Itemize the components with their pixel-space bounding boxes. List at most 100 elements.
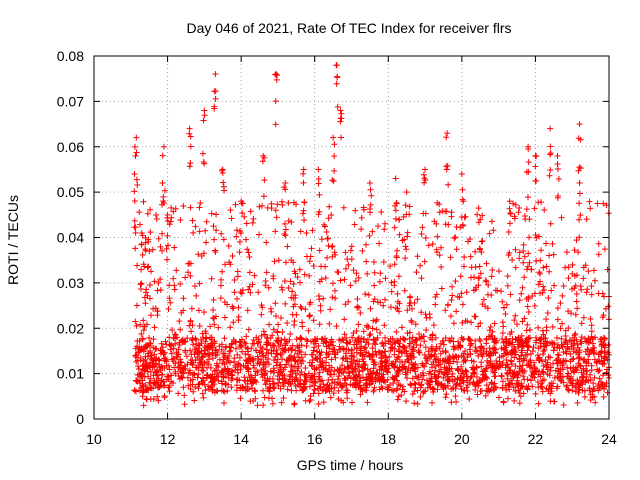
- data-point: [502, 336, 509, 343]
- data-point: [377, 363, 384, 370]
- data-point: [392, 207, 399, 214]
- data-point: [179, 366, 186, 373]
- data-point: [499, 362, 506, 369]
- data-point: [349, 334, 356, 341]
- data-point: [202, 351, 209, 358]
- data-point: [360, 382, 367, 389]
- data-point: [324, 254, 331, 261]
- data-point: [282, 259, 289, 266]
- data-point: [272, 71, 279, 78]
- data-point: [538, 380, 545, 387]
- data-point: [458, 170, 465, 177]
- data-point: [404, 233, 411, 240]
- data-point: [421, 351, 428, 358]
- data-point: [421, 363, 428, 370]
- data-point: [160, 378, 167, 385]
- data-point: [180, 202, 187, 209]
- data-point: [262, 381, 269, 388]
- data-point: [196, 228, 203, 235]
- data-point: [546, 268, 553, 275]
- data-point: [458, 363, 465, 370]
- data-point: [578, 320, 585, 327]
- data-point: [325, 368, 332, 375]
- data-point: [403, 347, 410, 354]
- data-point: [398, 392, 405, 399]
- data-point: [265, 361, 272, 368]
- data-point: [578, 286, 585, 293]
- data-point: [210, 306, 217, 313]
- data-point: [190, 229, 197, 236]
- data-point: [138, 266, 145, 273]
- data-point: [222, 365, 229, 372]
- data-point: [538, 368, 545, 375]
- data-point: [349, 399, 356, 406]
- data-point: [521, 213, 528, 220]
- data-point: [541, 207, 548, 214]
- data-point: [244, 386, 251, 393]
- data-point: [267, 368, 274, 375]
- data-point: [425, 242, 432, 249]
- data-point: [435, 359, 442, 366]
- data-point: [345, 261, 352, 268]
- data-point: [172, 368, 179, 375]
- data-point: [490, 386, 497, 393]
- data-point: [417, 342, 424, 349]
- data-point: [165, 305, 172, 312]
- data-point: [394, 298, 401, 305]
- data-point: [302, 364, 309, 371]
- data-point: [388, 344, 395, 351]
- data-point: [342, 301, 349, 308]
- data-point: [384, 369, 391, 376]
- data-point: [237, 228, 244, 235]
- data-point: [595, 368, 602, 375]
- data-point: [138, 370, 145, 377]
- data-point: [146, 295, 153, 302]
- data-point: [328, 364, 335, 371]
- data-point: [343, 355, 350, 362]
- data-point: [509, 339, 516, 346]
- data-point: [326, 320, 333, 327]
- data-point: [371, 269, 378, 276]
- data-point: [414, 387, 421, 394]
- data-point: [520, 390, 527, 397]
- data-point: [133, 388, 140, 395]
- data-point: [134, 357, 141, 364]
- data-point: [477, 320, 484, 327]
- data-point: [554, 344, 561, 351]
- data-point: [525, 145, 532, 152]
- data-point: [245, 360, 252, 367]
- data-point: [255, 289, 262, 296]
- data-point: [174, 353, 181, 360]
- data-point: [195, 371, 202, 378]
- data-point: [402, 243, 409, 250]
- data-point: [149, 356, 156, 363]
- data-point: [333, 80, 340, 87]
- data-point: [152, 368, 159, 375]
- data-point: [217, 295, 224, 302]
- data-point: [190, 388, 197, 395]
- data-point: [528, 372, 535, 379]
- data-point: [573, 384, 580, 391]
- data-point: [163, 256, 170, 263]
- data-point: [389, 360, 396, 367]
- data-point: [474, 391, 481, 398]
- x-axis-label: GPS time / hours: [297, 457, 404, 473]
- data-point: [584, 286, 591, 293]
- data-point: [337, 107, 344, 114]
- data-point: [245, 286, 252, 293]
- data-point: [565, 325, 572, 332]
- data-point: [419, 362, 426, 369]
- data-point: [547, 354, 554, 361]
- data-point: [455, 338, 462, 345]
- data-point: [235, 360, 242, 367]
- data-point: [534, 378, 541, 385]
- data-point: [378, 209, 385, 216]
- data-point: [388, 279, 395, 286]
- data-point: [453, 381, 460, 388]
- data-point: [133, 176, 140, 183]
- data-point: [412, 360, 419, 367]
- data-point: [215, 377, 222, 384]
- data-point: [202, 227, 209, 234]
- data-point: [145, 263, 152, 270]
- data-point: [282, 186, 289, 193]
